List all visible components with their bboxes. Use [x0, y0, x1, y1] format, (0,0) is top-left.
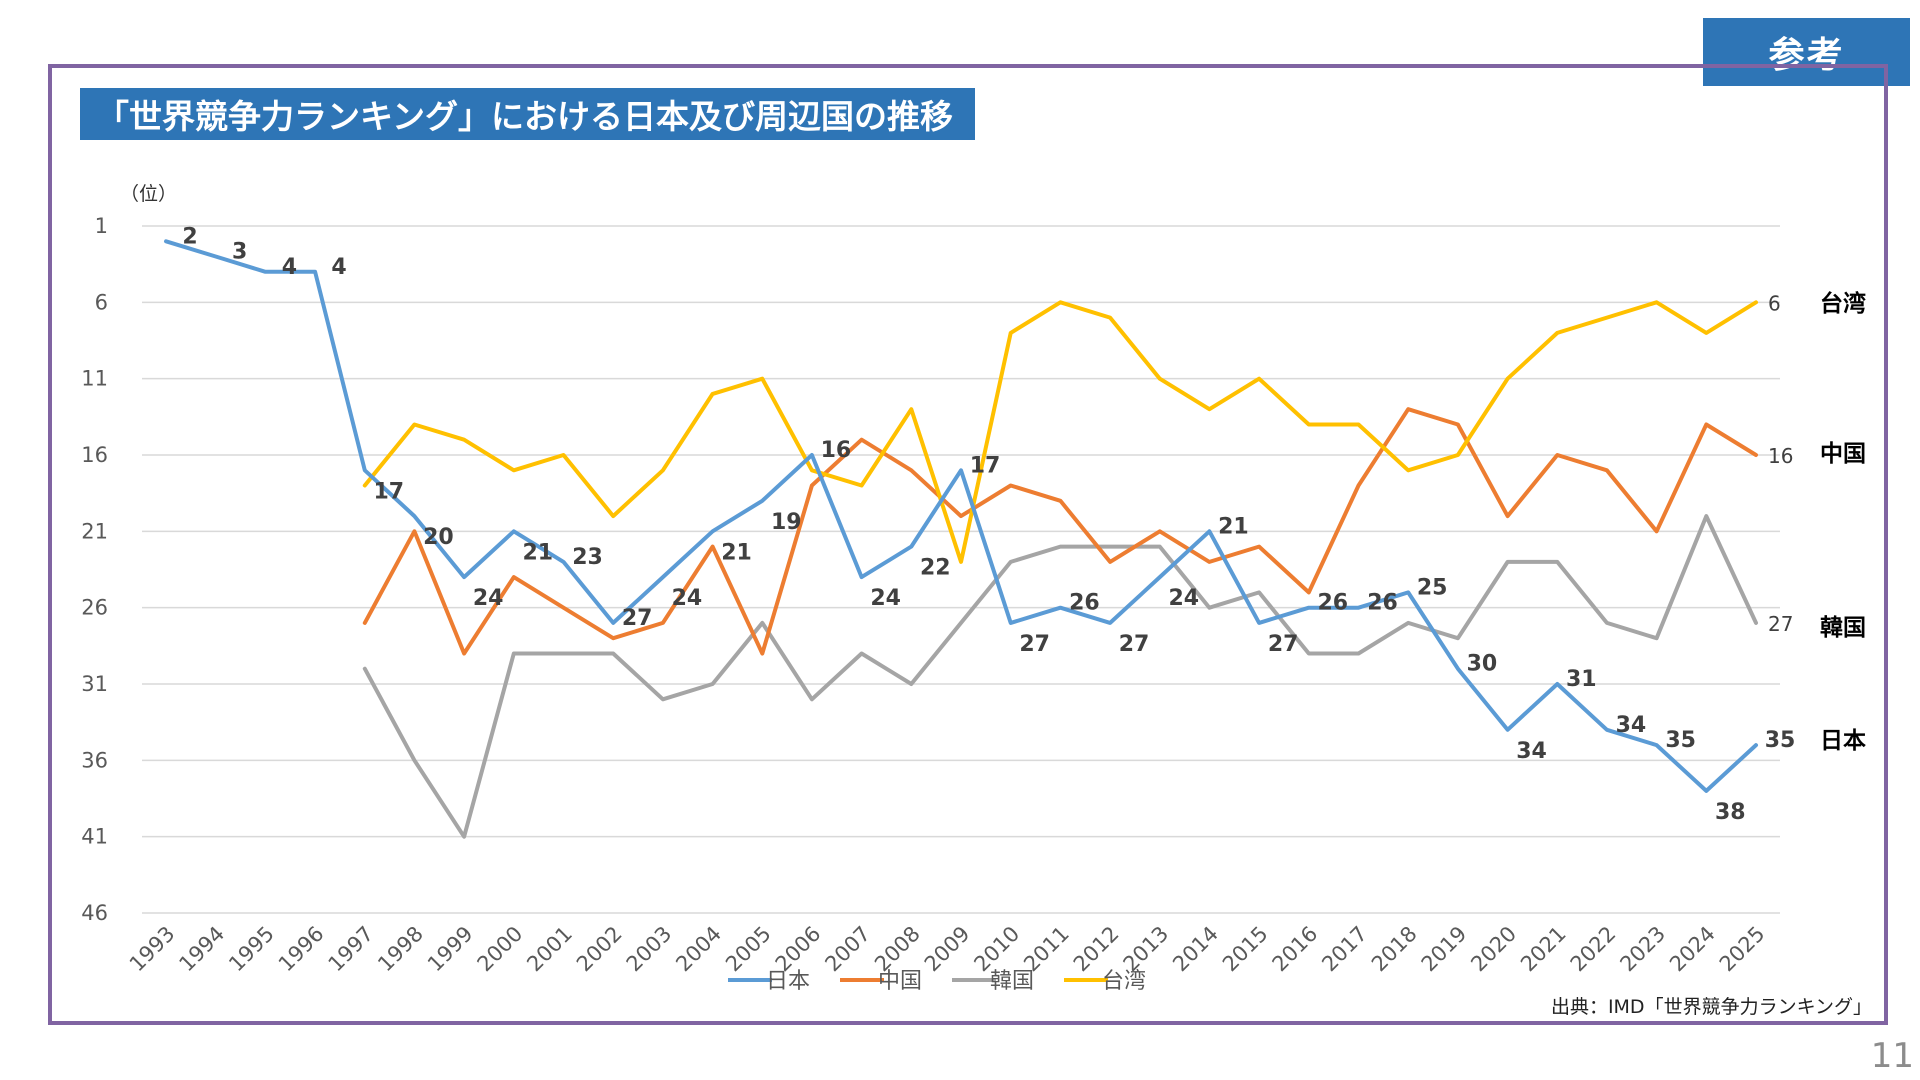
data-label-japan: 24 — [672, 586, 703, 611]
data-label-japan: 2 — [182, 224, 197, 249]
grid-lines — [142, 225, 1780, 914]
x-tick-label: 2009 — [920, 922, 975, 977]
x-tick-label: 2002 — [572, 922, 627, 977]
data-label-japan: 27 — [1019, 632, 1050, 657]
series-line-台湾 — [362, 300, 1758, 564]
x-tick-label: 2015 — [1218, 922, 1273, 977]
data-label-japan: 4 — [331, 255, 346, 280]
slide-title: 「世界競争力ランキング」における日本及び周辺国の推移 — [80, 88, 976, 140]
data-label-japan: 20 — [423, 525, 454, 550]
data-label-japan: 27 — [1119, 632, 1150, 657]
y-tick-label: 16 — [81, 443, 108, 467]
data-label-japan: 26 — [1318, 591, 1349, 616]
reference-badge: 参考 — [1703, 18, 1910, 86]
x-tick-label: 2024 — [1665, 922, 1720, 977]
series-end-labels: 日本 16 中国 27 韓国 6 台湾 — [1768, 290, 1866, 754]
x-tick-label: 2016 — [1268, 922, 1323, 977]
data-label-japan: 24 — [473, 586, 504, 611]
data-label-japan: 25 — [1417, 575, 1448, 600]
x-tick-label: 2021 — [1516, 922, 1571, 977]
x-tick-label: 1994 — [174, 922, 229, 977]
data-label-japan: 34 — [1616, 713, 1647, 738]
data-label-japan: 26 — [1069, 591, 1100, 616]
series-name-label: 中国 — [1820, 441, 1866, 467]
end-value-label: 16 — [1768, 444, 1793, 468]
data-label-japan: 24 — [870, 586, 901, 611]
legend-entry: 韓国 — [990, 969, 1034, 994]
page-number: 11 — [1870, 1036, 1914, 1076]
y-tick-label: 1 — [95, 214, 108, 238]
data-label-japan: 21 — [1218, 514, 1249, 539]
series-name-label: 台湾 — [1820, 290, 1866, 317]
data-label-japan: 30 — [1467, 652, 1498, 677]
data-label-japan: 27 — [622, 606, 653, 631]
end-value-label: 27 — [1768, 612, 1793, 636]
x-axis-ticks: 1993199419951996199719981999200020012002… — [125, 922, 1770, 977]
x-tick-label: 2025 — [1715, 922, 1770, 977]
source-note: 出典：IMD「世界競争力ランキング」 — [1550, 996, 1872, 1018]
data-label-japan: 22 — [920, 556, 951, 581]
x-tick-label: 2004 — [671, 922, 726, 977]
y-tick-label: 41 — [81, 825, 108, 849]
data-label-japan: 38 — [1715, 800, 1746, 825]
x-tick-label: 1998 — [373, 922, 428, 977]
series-name-label: 日本 — [1820, 728, 1866, 754]
data-label-japan: 35 — [1665, 728, 1696, 753]
legend: 日本 中国 韓国 台湾 — [728, 969, 1146, 994]
data-label-japan: 34 — [1516, 739, 1547, 764]
y-tick-label: 36 — [81, 748, 108, 772]
data-label-japan: 26 — [1367, 591, 1398, 616]
x-tick-label: 1993 — [125, 922, 180, 977]
data-label-japan: 19 — [771, 510, 802, 535]
x-tick-label: 2018 — [1367, 922, 1422, 977]
data-label-japan: 4 — [282, 255, 297, 280]
x-tick-label: 1999 — [423, 922, 478, 977]
legend-entry: 台湾 — [1102, 969, 1146, 994]
data-label-japan: 31 — [1566, 667, 1597, 692]
y-axis-label: （位） — [120, 183, 177, 205]
x-tick-label: 2000 — [473, 922, 528, 977]
data-label-japan: 16 — [821, 438, 852, 463]
y-tick-label: 11 — [81, 367, 108, 391]
series-name-label: 韓国 — [1820, 614, 1866, 641]
y-tick-label: 31 — [81, 672, 108, 696]
series-line-韓国 — [362, 514, 1758, 839]
legend-entry: 日本 — [766, 969, 810, 994]
series-lines — [164, 239, 1758, 839]
data-label-japan: 17 — [373, 479, 404, 504]
data-label-japan: 17 — [970, 453, 1001, 478]
data-label-japan: 21 — [721, 540, 752, 565]
y-tick-label: 46 — [81, 901, 108, 925]
x-tick-label: 2020 — [1466, 922, 1521, 977]
data-label-japan: 27 — [1268, 632, 1299, 657]
data-label-japan: 3 — [232, 240, 247, 265]
x-tick-label: 2019 — [1417, 922, 1472, 977]
end-value-label: 6 — [1768, 291, 1781, 315]
x-tick-label: 2007 — [820, 922, 875, 977]
x-tick-label: 1996 — [274, 922, 329, 977]
y-tick-label: 26 — [81, 596, 108, 620]
series-line-日本 — [164, 239, 1758, 793]
x-tick-label: 1995 — [224, 922, 279, 977]
data-label-japan: 21 — [523, 540, 554, 565]
x-tick-label: 2001 — [522, 922, 577, 977]
x-tick-label: 2003 — [622, 922, 677, 977]
x-tick-label: 2014 — [1168, 922, 1223, 977]
data-label-japan: 24 — [1168, 586, 1199, 611]
series-line-中国 — [362, 407, 1758, 656]
y-tick-label: 6 — [95, 290, 108, 314]
legend-entry: 中国 — [878, 969, 922, 994]
chart-frame — [48, 64, 1888, 1025]
x-tick-label: 2022 — [1566, 922, 1621, 977]
y-tick-label: 21 — [81, 519, 108, 543]
x-tick-label: 1997 — [324, 922, 379, 977]
x-tick-label: 2017 — [1317, 922, 1372, 977]
data-label-japan: 35 — [1765, 728, 1796, 753]
x-tick-label: 2023 — [1615, 922, 1670, 977]
data-label-japan: 23 — [572, 545, 603, 570]
